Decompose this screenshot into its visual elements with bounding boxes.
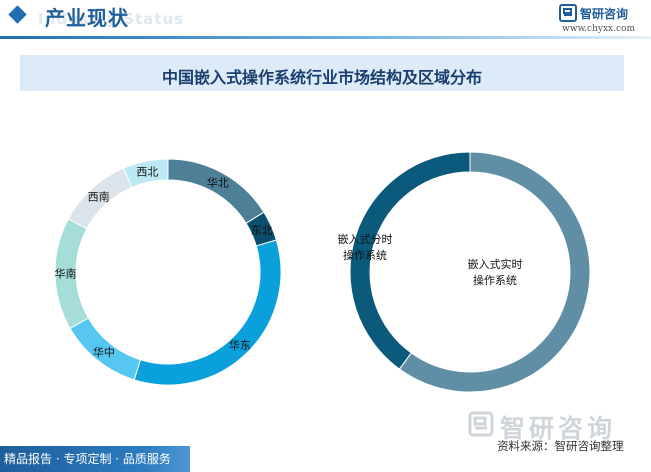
- tagline-bar: 精品报告 · 专项定制 · 品质服务: [0, 446, 190, 472]
- watermark-mark-icon: [468, 411, 494, 437]
- data-source: 资料来源：智研咨询整理: [497, 439, 624, 453]
- page-header: Industry Status 产业现状 智研咨询 www.chyxx.com: [0, 0, 651, 42]
- header-underline: [0, 36, 651, 39]
- header-ghost-text: Industry Status: [38, 10, 185, 28]
- donut1-label-2: 东北: [250, 224, 272, 237]
- donut1-label-6: 西南: [88, 191, 110, 204]
- donut2-slice-1: [398, 151, 591, 393]
- donut1-label-4: 华中: [93, 345, 115, 359]
- brand-mark-icon: [559, 4, 577, 22]
- tagline: 精品报告 · 专项定制 · 品质服务: [4, 452, 171, 466]
- donut2-slice-2: [349, 151, 471, 370]
- donut2-label-2: 嵌入式分时操作系统: [338, 233, 393, 262]
- donut1-label-3: 华东: [229, 338, 251, 352]
- donut1-label-7: 西北: [136, 166, 158, 179]
- donut1-slice-7: [122, 158, 169, 189]
- donut2-label-1: 嵌入式实时操作系统: [468, 257, 523, 287]
- section-title: 产业现状: [45, 6, 129, 30]
- brand-name: 智研咨询: [580, 7, 629, 21]
- chart-title: 中国嵌入式操作系统行业市场结构及区域分布: [161, 68, 482, 87]
- website-url: www.chyxx.com: [562, 24, 635, 34]
- donut1-label-5: 华南: [55, 267, 77, 281]
- donut1-slice-1: [167, 158, 265, 225]
- donut1-label-1: 华北: [207, 175, 229, 189]
- chart-title-bar: 中国嵌入式操作系统行业市场结构及区域分布: [20, 55, 624, 91]
- watermark-text: 智研咨询: [500, 414, 617, 443]
- footer-watermark-logo: 智研咨询: [468, 411, 638, 443]
- donut1-slice-3: [133, 239, 282, 386]
